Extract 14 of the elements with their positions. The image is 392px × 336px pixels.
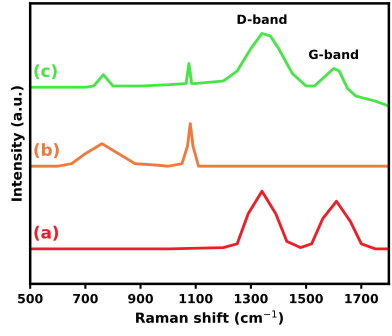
series-label: (b) bbox=[34, 143, 59, 158]
x-tick-label: 1100 bbox=[180, 294, 213, 304]
series-label: (c) bbox=[34, 64, 57, 80]
x-tick-label: 700 bbox=[73, 294, 98, 304]
series-label: (a) bbox=[34, 226, 58, 241]
annotation: G-band bbox=[308, 49, 358, 60]
x-tick-label: 900 bbox=[128, 294, 153, 304]
x-tick-label: 1500 bbox=[290, 294, 323, 304]
x-tick-label: 1300 bbox=[234, 294, 268, 304]
x-tick-label: 500 bbox=[18, 294, 43, 304]
y-axis-title: Intensity (a.u.) bbox=[11, 86, 25, 201]
annotation: D-band bbox=[238, 14, 286, 24]
x-tick-label: 1700 bbox=[345, 294, 378, 304]
x-axis-title: Raman shift (cm$^{−1}$) bbox=[136, 310, 283, 325]
